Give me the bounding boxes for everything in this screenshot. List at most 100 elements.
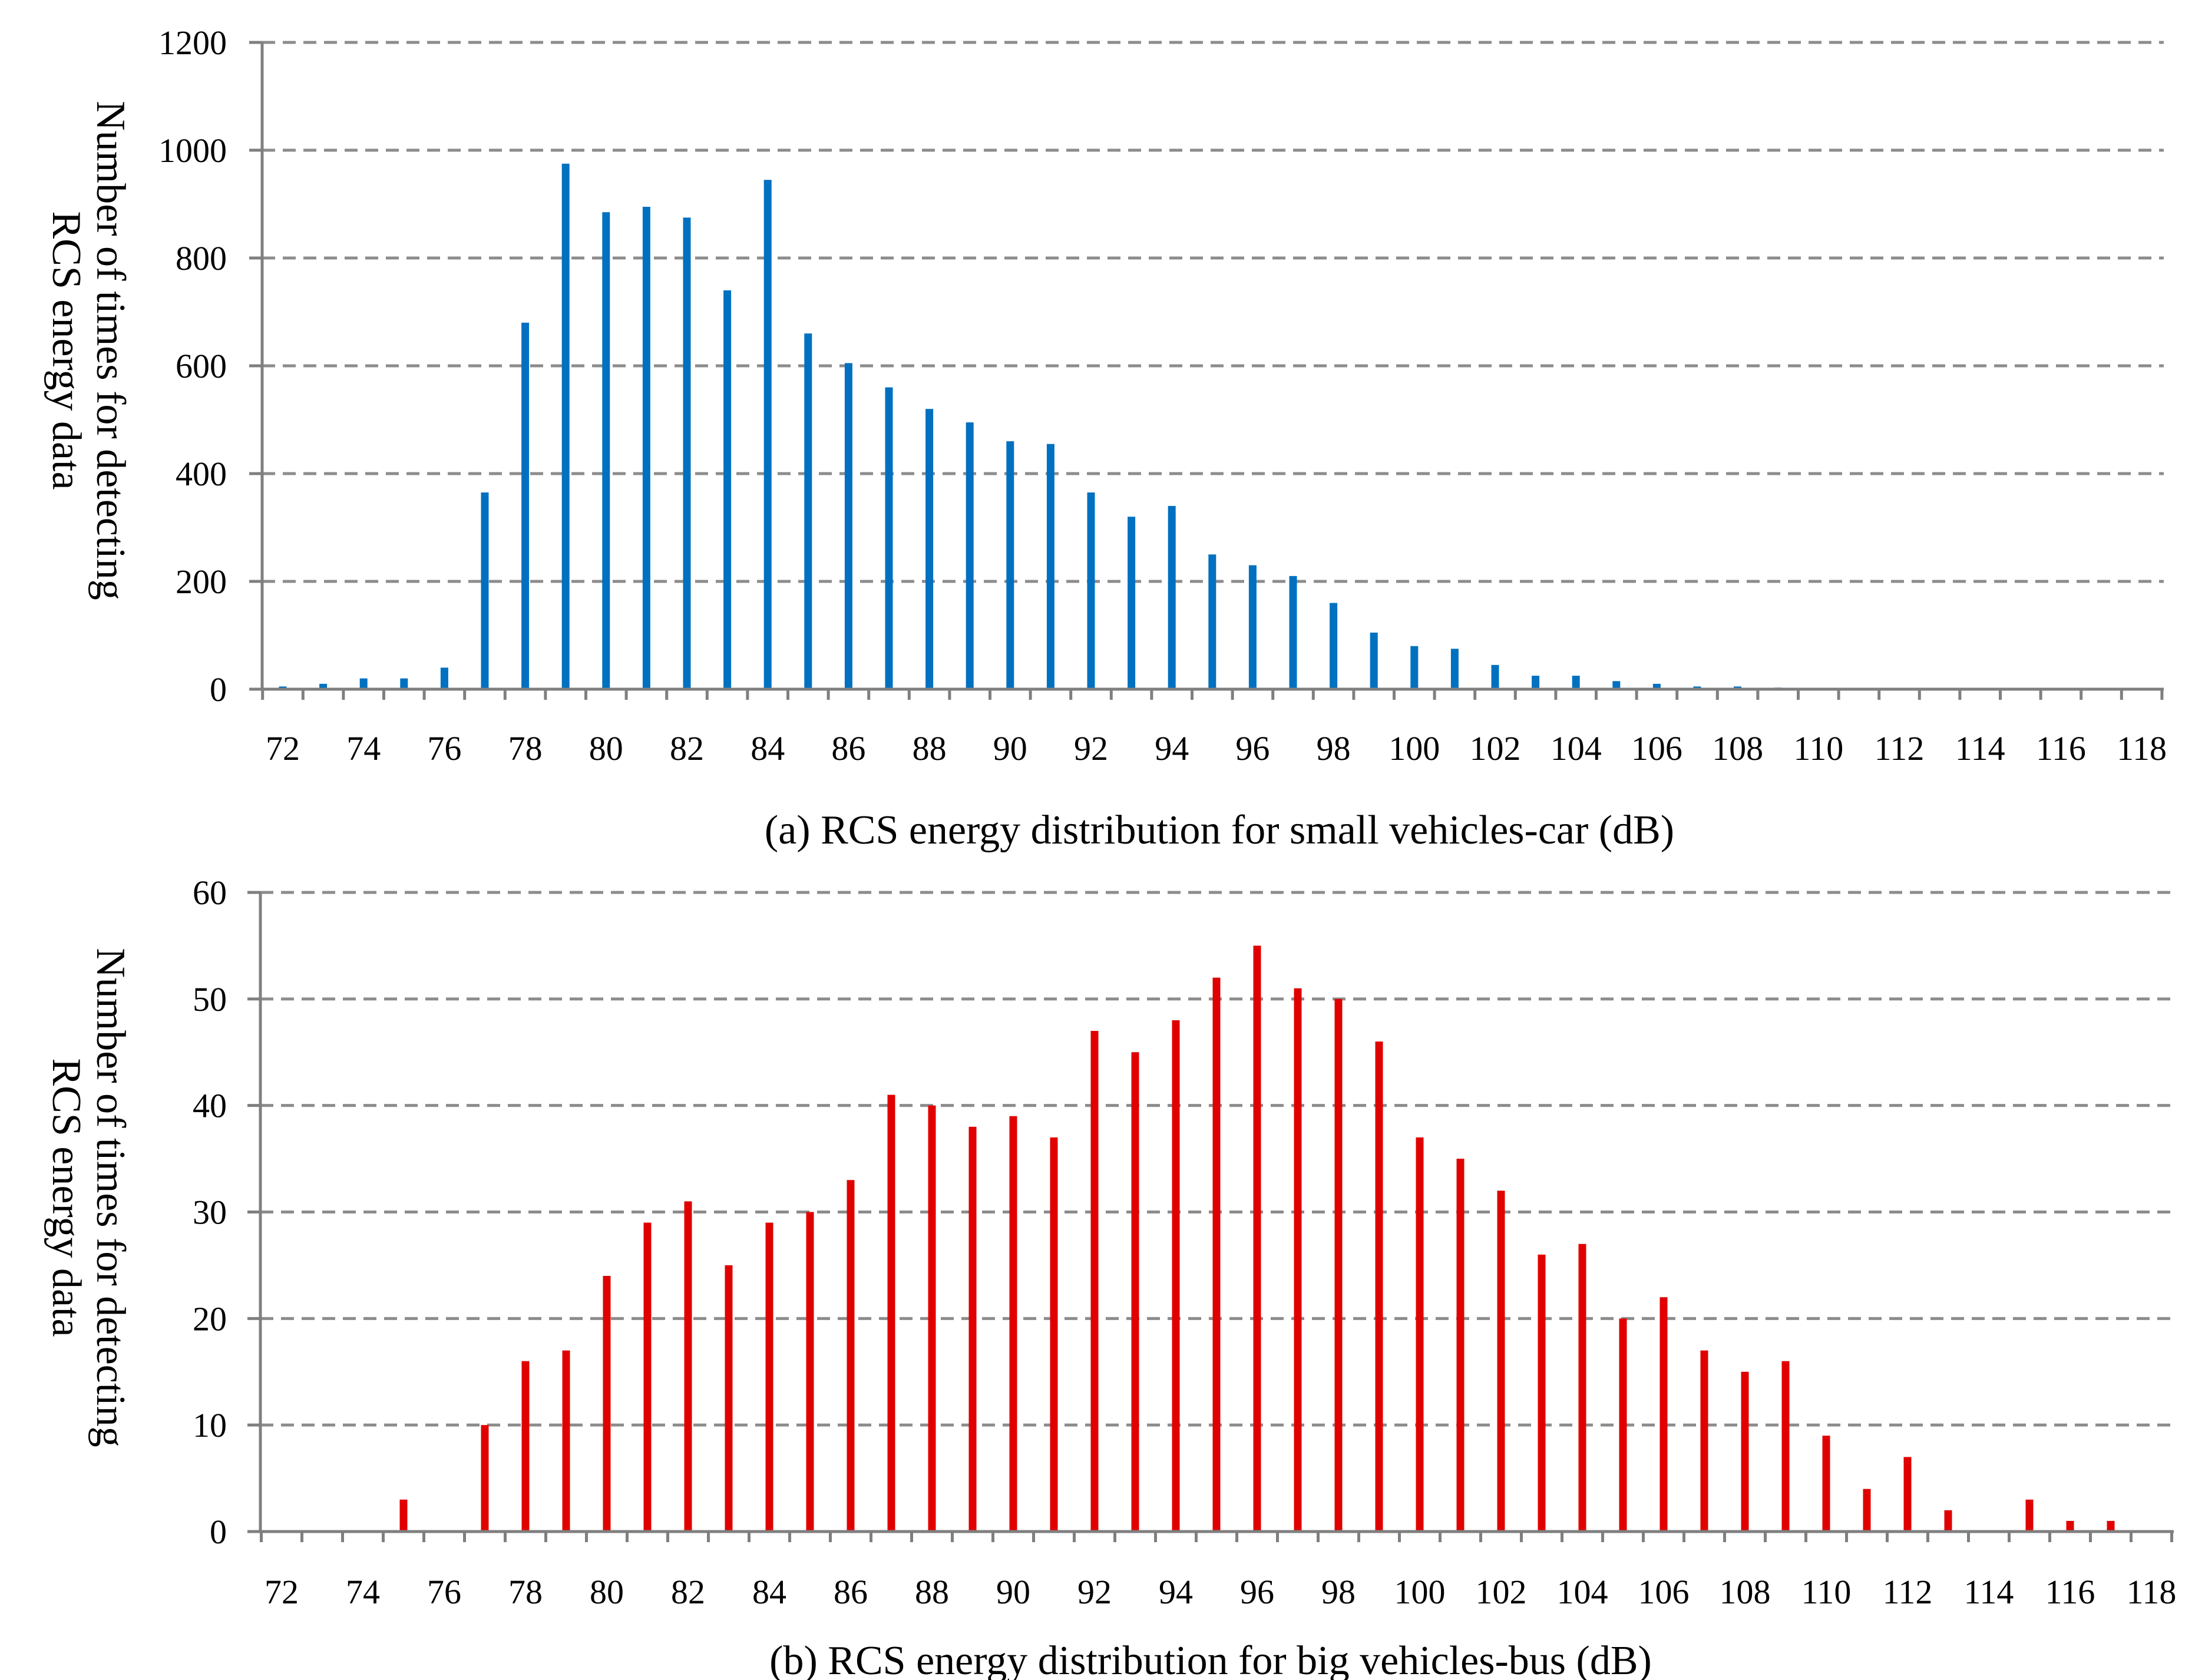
car-x-tick-label: 112 (1875, 729, 1925, 768)
bus-x-tick-label: 102 (1476, 1573, 1527, 1611)
bus-bar-117 (2107, 1520, 2115, 1532)
car-x-tick-label: 72 (266, 729, 300, 768)
car-x-tick-label: 86 (831, 729, 865, 768)
bus-bar-96 (1253, 945, 1261, 1532)
car-bar-103 (1532, 676, 1540, 689)
car-bar-79 (561, 163, 570, 689)
car-y-tick-label: 1000 (158, 131, 227, 170)
car-x-tick-label: 74 (346, 729, 381, 768)
bus-bar-109 (1781, 1361, 1790, 1532)
car-x-tick-label: 118 (2117, 729, 2167, 768)
bus-y-tick-label: 10 (193, 1406, 227, 1444)
bus-x-tick-label: 112 (1883, 1573, 1933, 1611)
car-bar-77 (481, 492, 489, 689)
car-y-tick-labels: 0 200 400 600 800 1000 1200 (158, 24, 227, 709)
car-bar-81 (642, 207, 650, 689)
bus-bars (399, 945, 2115, 1532)
bus-bar-88 (928, 1105, 936, 1532)
bus-x-axis-caption: (b) RCS energy distribution for big vehi… (769, 1638, 1652, 1680)
car-bar-91 (1046, 444, 1054, 689)
bus-bar-85 (806, 1212, 814, 1532)
car-x-tick-label: 80 (589, 729, 623, 768)
car-x-tick-label: 96 (1235, 729, 1270, 768)
car-bar-87 (885, 387, 893, 689)
bus-y-axis-label-line1: Number of times for detecting (88, 948, 133, 1447)
bus-x-tick-labels: 72 74 76 78 80 82 84 86 88 90 92 94 96 98 100 102 104 106… (265, 1573, 2176, 1611)
car-y-tick-label: 600 (176, 347, 227, 385)
bus-bar-83 (725, 1265, 733, 1532)
bus-x-tick-label: 114 (1964, 1573, 2014, 1611)
bus-x-tick-label: 74 (346, 1573, 380, 1611)
bus-bar-106 (1659, 1297, 1668, 1532)
bus-x-tick-label: 104 (1557, 1573, 1608, 1611)
car-bar-89 (966, 422, 974, 689)
car-bar-82 (683, 217, 691, 689)
car-x-tick-label: 94 (1155, 729, 1189, 768)
bus-x-tick-label: 108 (1720, 1573, 1771, 1611)
car-bar-100 (1410, 646, 1419, 689)
car-bar-104 (1572, 676, 1580, 689)
bus-x-tick-label: 90 (996, 1573, 1030, 1611)
bus-y-tick-label: 60 (193, 874, 227, 912)
bus-x-tick-label: 76 (427, 1573, 461, 1611)
car-y-axis-label-line2: RCS energy data (44, 211, 89, 490)
car-bar-86 (844, 363, 852, 689)
bus-y-tick-label: 20 (193, 1299, 227, 1338)
bus-x-tick-label: 84 (752, 1573, 786, 1611)
car-bar-106 (1652, 683, 1661, 689)
bus-bar-79 (562, 1350, 570, 1532)
bus-bar-81 (643, 1222, 652, 1532)
car-x-tick-label: 98 (1317, 729, 1351, 768)
bus-x-tick-label: 98 (1321, 1573, 1356, 1611)
bus-x-tick-label: 92 (1077, 1573, 1112, 1611)
car-bar-99 (1370, 632, 1378, 689)
bus-bar-100 (1416, 1137, 1424, 1532)
bus-x-tick-label: 72 (265, 1573, 299, 1611)
car-bar-94 (1168, 505, 1176, 689)
car-bar-84 (763, 180, 772, 689)
car-y-tick-label: 1200 (158, 24, 227, 62)
car-bar-101 (1450, 649, 1459, 689)
bus-axes (247, 891, 2174, 1542)
car-bar-105 (1612, 681, 1621, 689)
bus-bar-93 (1131, 1052, 1139, 1532)
car-y-tick-label: 0 (210, 670, 227, 709)
bus-bar-80 (603, 1276, 611, 1532)
bus-y-axis-label-line2: RCS energy data (44, 1058, 89, 1337)
car-bar-96 (1248, 565, 1257, 689)
bus-bar-102 (1497, 1190, 1505, 1532)
bus-bar-103 (1538, 1254, 1546, 1532)
bus-bar-90 (1009, 1116, 1017, 1532)
bus-bar-101 (1456, 1159, 1465, 1532)
bus-x-tick-label: 100 (1394, 1573, 1446, 1611)
car-x-tick-label: 88 (913, 729, 947, 768)
bus-bar-105 (1619, 1318, 1627, 1532)
bus-bar-107 (1700, 1350, 1708, 1532)
car-bar-85 (804, 333, 812, 689)
bus-bar-94 (1172, 1020, 1180, 1532)
bus-x-tick-label: 118 (2127, 1573, 2177, 1611)
car-bar-97 (1289, 576, 1297, 689)
bus-bar-113 (1944, 1510, 1952, 1532)
bus-y-tick-label: 30 (193, 1193, 227, 1232)
car-x-tick-label: 110 (1793, 729, 1843, 768)
car-x-axis-caption: (a) RCS energy distribution for small ve… (765, 808, 1674, 853)
bus-bar-104 (1578, 1244, 1586, 1532)
bus-x-tick-label: 80 (590, 1573, 624, 1611)
chart-bus: 0 10 20 30 40 50 60 72 74 76 78 80 82 84 86 88 90 92 94 96… (44, 874, 2176, 1680)
bus-bar-97 (1294, 988, 1302, 1532)
car-bar-83 (723, 290, 732, 689)
car-x-tick-label: 92 (1074, 729, 1108, 768)
car-bar-90 (1006, 441, 1014, 689)
bus-bar-115 (2025, 1499, 2034, 1532)
bus-bar-78 (521, 1361, 530, 1532)
bus-bar-82 (684, 1201, 692, 1532)
car-x-tick-label: 116 (2036, 729, 2086, 768)
bus-bar-77 (481, 1425, 489, 1532)
bus-bar-92 (1090, 1031, 1099, 1532)
car-bars (279, 163, 1782, 690)
bus-y-tick-label: 40 (193, 1087, 227, 1125)
car-bar-78 (521, 322, 530, 689)
bus-x-tick-label: 94 (1159, 1573, 1193, 1611)
